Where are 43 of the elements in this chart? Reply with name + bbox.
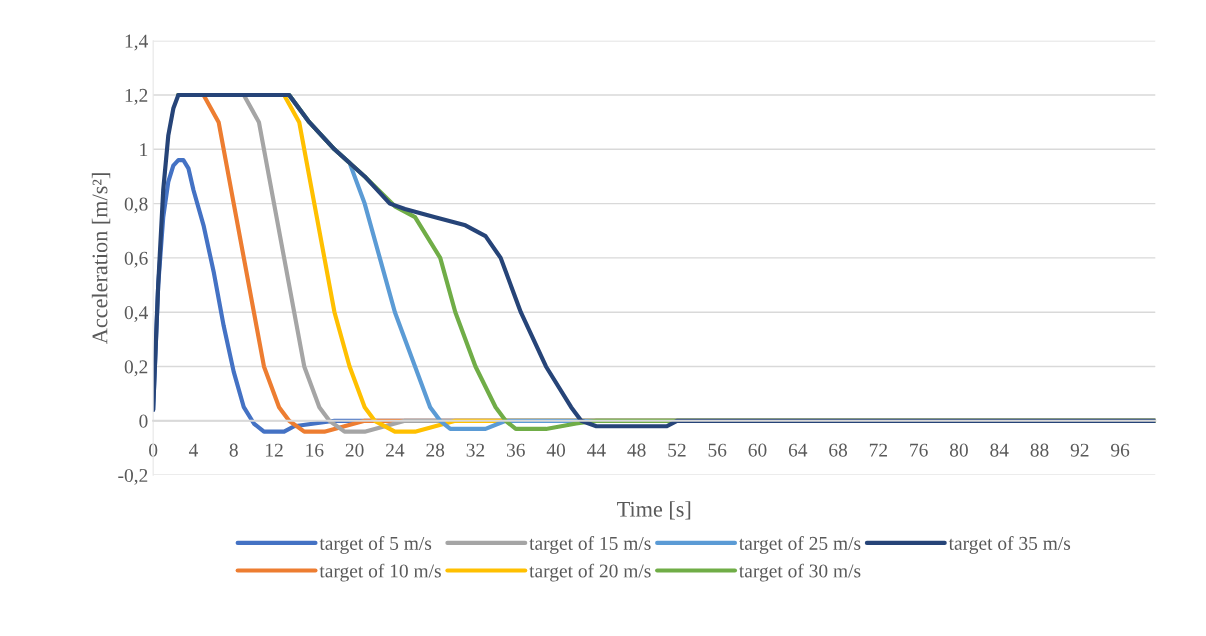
y-tick-label: 0,2 — [124, 360, 148, 377]
x-tick-label: 92 — [1070, 443, 1089, 457]
legend-label: target of 15 m/s — [529, 536, 651, 554]
x-tick-label: 80 — [949, 443, 968, 457]
legend-label: target of 25 m/s — [739, 536, 861, 554]
x-tick-label: 76 — [910, 443, 928, 457]
x-tick-label: 88 — [1030, 443, 1049, 457]
x-tick-label: 44 — [587, 443, 606, 457]
y-tick-label: 0 — [139, 414, 148, 428]
legend-label: target of 10 m/s — [319, 563, 441, 582]
y-tick-label: 0,4 — [124, 306, 148, 322]
x-tick-label: 40 — [546, 443, 566, 457]
x-tick-label: 96 — [1111, 443, 1130, 457]
x-tick-label: 12 — [266, 443, 283, 457]
x-tick-label: 28 — [426, 443, 445, 457]
x-tick-label: 52 — [668, 443, 686, 457]
x-tick-label: 64 — [788, 443, 808, 457]
x-tick-label: 36 — [506, 443, 525, 457]
x-tick-label: 4 — [188, 443, 199, 457]
x-tick-label: 32 — [466, 443, 485, 457]
x-tick-label: 20 — [345, 443, 364, 457]
x-tick-label: 8 — [229, 443, 238, 457]
x-tick-label: 0 — [149, 443, 158, 457]
legend-label: target of 30 m/s — [739, 563, 861, 582]
x-tick-label: 60 — [748, 443, 767, 457]
y-tick-label: 0,8 — [124, 197, 148, 214]
y-tick-label: 1 — [140, 143, 148, 157]
x-tick-label: 48 — [627, 443, 646, 457]
y-tick-label: 0,6 — [124, 251, 148, 268]
legend-label: target of 5 m/s — [319, 536, 432, 554]
x-tick-label: 84 — [990, 443, 1009, 457]
legend-label: target of 20 m/s — [529, 563, 651, 582]
x-tick-label: 24 — [386, 443, 405, 457]
x-tick-label: 68 — [829, 443, 848, 457]
x-tick-label: 56 — [708, 443, 727, 457]
y-tick-label: 1,4 — [125, 34, 148, 51]
y-tick-label: 1,2 — [125, 88, 148, 105]
x-axis-title: Time [s] — [617, 501, 691, 520]
x-tick-label: 16 — [306, 443, 324, 457]
x-tick-label: 72 — [869, 443, 888, 457]
y-axis-title: Acceleration [m/s²] — [91, 173, 111, 344]
legend-label: target of 35 m/s — [948, 536, 1071, 554]
y-tick-label: -0,2 — [118, 468, 148, 485]
